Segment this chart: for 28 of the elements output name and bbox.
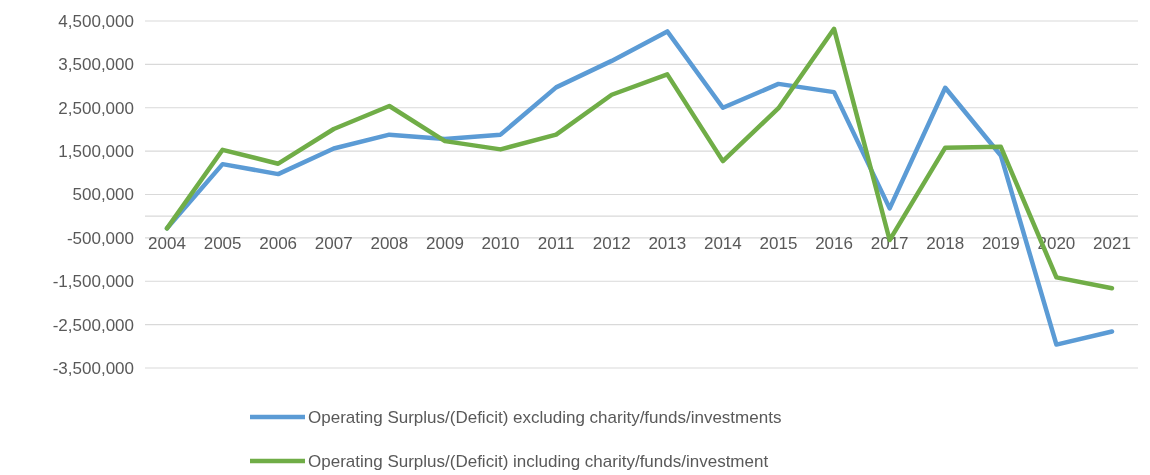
y-tick-label: 1,500,000 (58, 142, 134, 162)
x-tick-label: 2004 (148, 234, 186, 254)
legend-label: Operating Surplus/(Deficit) excluding charity/funds/investments (308, 408, 782, 427)
x-tick-label: 2018 (926, 234, 965, 254)
x-tick-label: 2019 (981, 234, 1020, 254)
x-tick-label: 2014 (703, 234, 742, 254)
x-tick-label: 2008 (370, 234, 409, 254)
x-tick-label: 2021 (1093, 234, 1131, 254)
x-tick-label: 2009 (426, 234, 464, 254)
y-tick-label: -500,000 (66, 228, 134, 248)
x-tick-label: 2013 (648, 234, 687, 254)
x-tick-label: 2016 (815, 234, 853, 254)
y-tick-label: -1,500,000 (52, 272, 134, 292)
y-tick-label: 2,500,000 (58, 98, 134, 118)
x-tick-label: 2017 (870, 234, 909, 254)
x-tick-label: 2006 (259, 234, 298, 254)
x-tick-label: 2010 (481, 234, 520, 254)
y-tick-label: -3,500,000 (52, 358, 134, 378)
x-tick-label: 2011 (537, 234, 575, 254)
x-tick-label: 2015 (759, 234, 798, 254)
x-tick-label: 2007 (314, 234, 353, 254)
x-tick-label: 2012 (592, 234, 631, 254)
legend-label: Operating Surplus/(Deficit) including charity/funds/investment (308, 452, 769, 471)
y-tick-label: -2,500,000 (52, 315, 134, 335)
y-tick-label: 500,000 (72, 185, 134, 205)
y-tick-label: 3,500,000 (58, 55, 134, 75)
y-tick-label: 4,500,000 (58, 11, 134, 31)
x-tick-label: 2005 (203, 234, 242, 254)
